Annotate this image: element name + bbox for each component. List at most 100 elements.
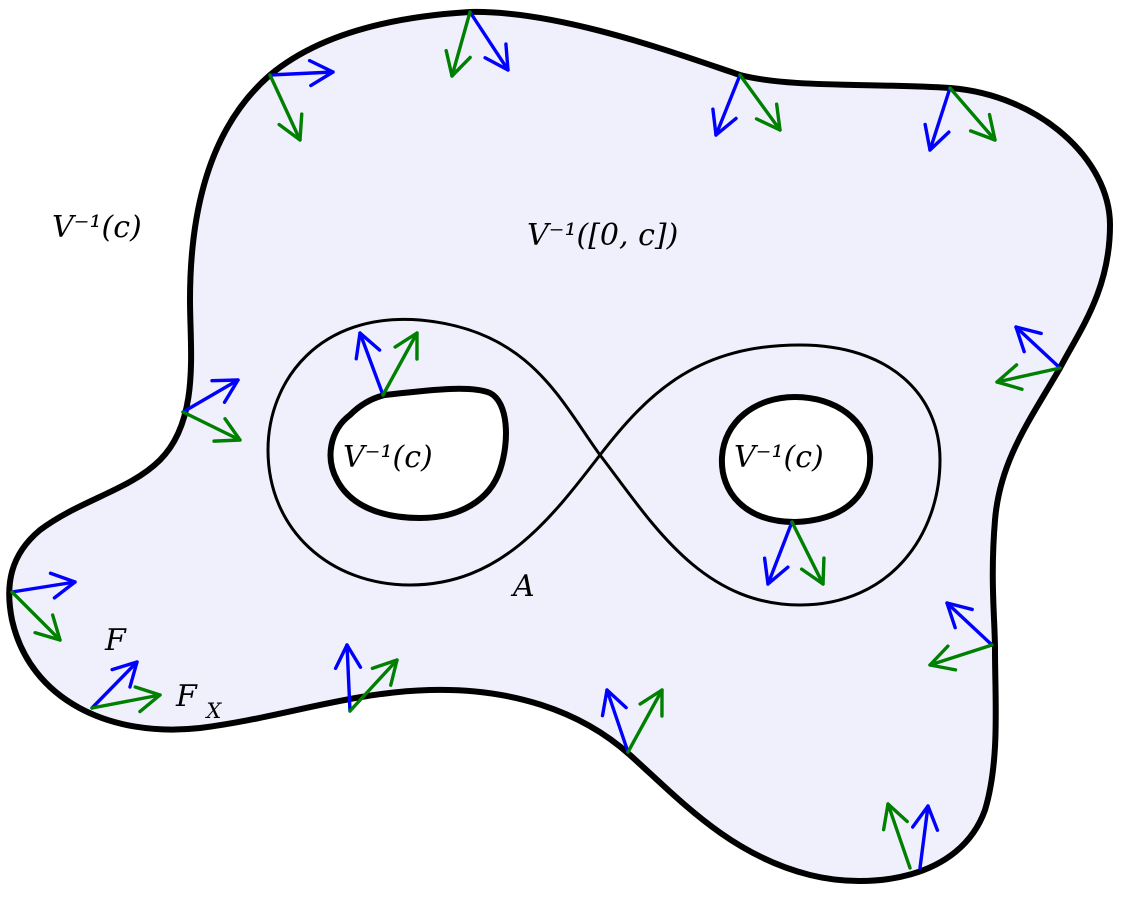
field-FX-arrow-25 — [381, 331, 419, 397]
arrow-head — [638, 688, 664, 718]
arrow-shaft — [358, 331, 385, 397]
field-FX-arrow-17 — [348, 658, 399, 713]
arrow-shaft — [918, 804, 930, 870]
arrow-shaft — [450, 10, 472, 78]
field-FX-arrow-5 — [738, 73, 782, 132]
outer-level-set-curve — [6, 8, 1114, 885]
arrow-head — [881, 802, 909, 832]
arrow-shaft — [928, 643, 994, 667]
arrow-shaft — [10, 580, 77, 594]
arrow-head — [995, 363, 1024, 391]
hole-right-curve — [718, 393, 874, 526]
arrow-shaft — [766, 520, 794, 586]
field-F-arrow-20 — [10, 571, 77, 600]
field-F-arrow-10 — [945, 601, 994, 647]
arrow-shaft — [948, 86, 997, 142]
field-F-arrow-2 — [468, 10, 510, 72]
arrow-head — [354, 331, 382, 361]
arrow-head — [110, 660, 139, 689]
arrow-shaft — [995, 366, 1062, 384]
arrow-shaft — [181, 378, 240, 414]
arrow-shaft — [268, 73, 302, 142]
field-F-arrow-4 — [711, 73, 742, 137]
arrow-shaft — [605, 688, 630, 754]
field-F-arrow-24 — [354, 331, 385, 397]
field-FX-arrow-23 — [181, 410, 242, 443]
arrow-head — [210, 378, 240, 404]
field-FX-arrow-9 — [995, 363, 1062, 391]
field-FX-arrow-15 — [626, 688, 664, 754]
figure-eight-curve — [266, 317, 942, 607]
arrow-head — [444, 48, 472, 78]
hole-right-label: V⁻¹(c) — [734, 440, 824, 475]
field-FX-arrow-19 — [90, 685, 162, 714]
field-FX-arrow-27 — [790, 520, 826, 586]
arrow-head — [945, 601, 974, 630]
hole-left-label: V⁻¹(c) — [343, 440, 433, 475]
arrow-head — [600, 688, 628, 718]
sublevel-set-label: V⁻¹([0, c]) — [527, 218, 678, 253]
field-FX-label: F X — [175, 679, 222, 723]
attractor-label: A — [510, 569, 535, 604]
arrow-shaft — [928, 86, 952, 152]
arrow-shaft — [348, 658, 399, 713]
arrow-head — [762, 556, 790, 586]
arrow-shaft — [90, 693, 162, 710]
arrow-head — [333, 643, 363, 671]
arrow-head — [483, 42, 510, 72]
field-FX-arrow-1 — [268, 73, 304, 142]
arrow-head — [393, 331, 419, 361]
arrow-head — [133, 685, 162, 714]
field-F-arrow-18 — [90, 660, 139, 710]
field-F-label: F — [104, 623, 127, 658]
hole-left-curve — [327, 385, 509, 522]
arrow-head — [799, 556, 826, 586]
arrow-shaft — [714, 73, 742, 137]
arrow-head — [711, 107, 738, 137]
arrow-shaft — [90, 660, 139, 710]
arrow-head — [33, 613, 62, 642]
arrow-shaft — [886, 802, 912, 870]
arrow-shaft — [345, 643, 352, 713]
arrow-shaft — [790, 520, 825, 586]
field-F-arrow-12 — [911, 804, 940, 870]
arrow-shaft — [738, 73, 782, 132]
field-FX-arrow-13 — [881, 802, 912, 870]
arrow-head — [277, 112, 304, 142]
arrow-head — [928, 644, 958, 672]
field-F-arrow-14 — [600, 688, 630, 754]
field-F-arrow-16 — [333, 643, 363, 713]
arrow-head — [48, 571, 77, 600]
arrow-head — [1014, 325, 1043, 354]
arrow-head — [754, 102, 782, 132]
arrow-shaft — [181, 410, 242, 442]
arrow-shaft — [381, 331, 419, 397]
arrow-shaft — [945, 601, 994, 647]
arrow-head — [370, 658, 399, 687]
arrow-shaft — [626, 688, 664, 754]
field-FX-arrow-7 — [948, 86, 997, 142]
field-F-arrow-0 — [268, 58, 335, 88]
field-FX-arrow-3 — [444, 10, 472, 78]
field-F-arrow-26 — [762, 520, 794, 586]
arrow-head — [923, 122, 951, 152]
arrow-head — [307, 58, 335, 88]
arrow-shaft — [268, 70, 335, 77]
field-FX-label-sub: X — [204, 699, 222, 723]
field-FX-arrow-21 — [10, 590, 62, 642]
field-F-arrow-22 — [181, 378, 240, 414]
field-F-arrow-6 — [923, 86, 952, 152]
field-FX-arrow-11 — [928, 643, 994, 672]
arrow-shaft — [10, 590, 62, 642]
outer-level-set-label: V⁻¹(c) — [52, 210, 142, 245]
vector-field-arrows — [10, 10, 1062, 870]
field-FX-label-base: F — [175, 679, 198, 714]
arrow-head — [212, 417, 242, 443]
sublevel-region — [9, 11, 1110, 882]
arrow-shaft — [468, 10, 510, 72]
arrow-head — [968, 112, 997, 142]
field-F-arrow-8 — [1014, 325, 1062, 370]
arrow-head — [911, 804, 940, 832]
